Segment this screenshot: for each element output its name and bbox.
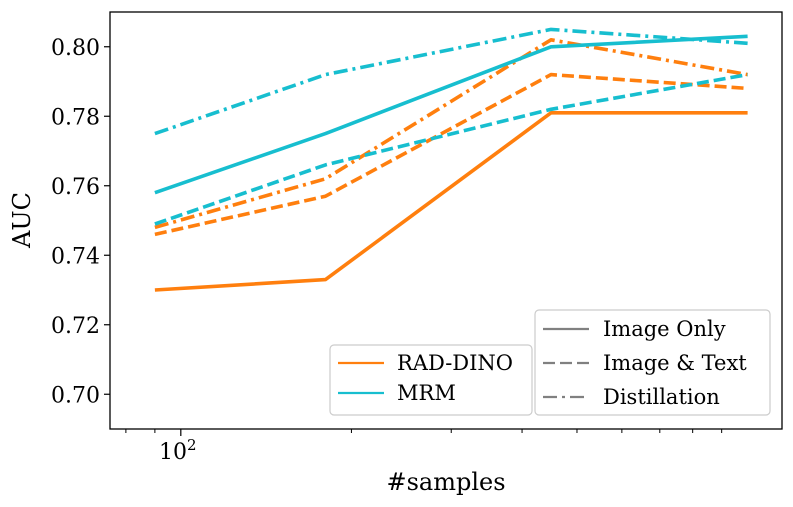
legend-label: RAD-DINO <box>397 351 513 375</box>
y-axis-ticks: 0.70 0.72 0.74 0.76 0.78 0.80 <box>51 36 110 408</box>
x-axis-label: #samples <box>386 468 505 496</box>
series-layer <box>154 27 748 292</box>
y-tick-label: 0.78 <box>51 105 100 130</box>
series-line-rad-dino-image-text <box>154 72 748 237</box>
x-tick-label-exponent: 2 <box>187 436 197 454</box>
legend-models: RAD-DINO MRM <box>329 344 533 416</box>
legend-label: MRM <box>397 381 456 405</box>
legend-label: Distillation <box>603 385 720 409</box>
y-tick-label: 0.70 <box>51 383 100 408</box>
series-line-rad-dino-image-only <box>154 111 748 292</box>
y-tick-label: 0.72 <box>51 314 100 339</box>
series-line-mrm-image-only <box>154 34 748 195</box>
legend-methods-box <box>534 309 771 416</box>
y-tick-label: 0.76 <box>51 175 100 200</box>
plot-frame <box>109 11 783 430</box>
series-line-rad-dino-distillation <box>154 37 748 230</box>
legend-label: Image & Text <box>603 351 747 375</box>
legend-label: Image Only <box>603 317 726 341</box>
legend-methods: Image Only Image & Text Distillation <box>534 309 771 416</box>
y-tick-label: 0.80 <box>51 36 100 61</box>
x-tick-label-base: 10 <box>159 440 187 465</box>
x-tick-label: 102 <box>159 436 197 465</box>
x-axis-ticks: 102 <box>125 429 723 465</box>
y-axis-label: AUC <box>8 192 36 249</box>
y-tick-label: 0.74 <box>51 244 100 269</box>
series-line-mrm-distillation <box>154 27 748 136</box>
series-line-mrm-image-text <box>154 72 748 226</box>
